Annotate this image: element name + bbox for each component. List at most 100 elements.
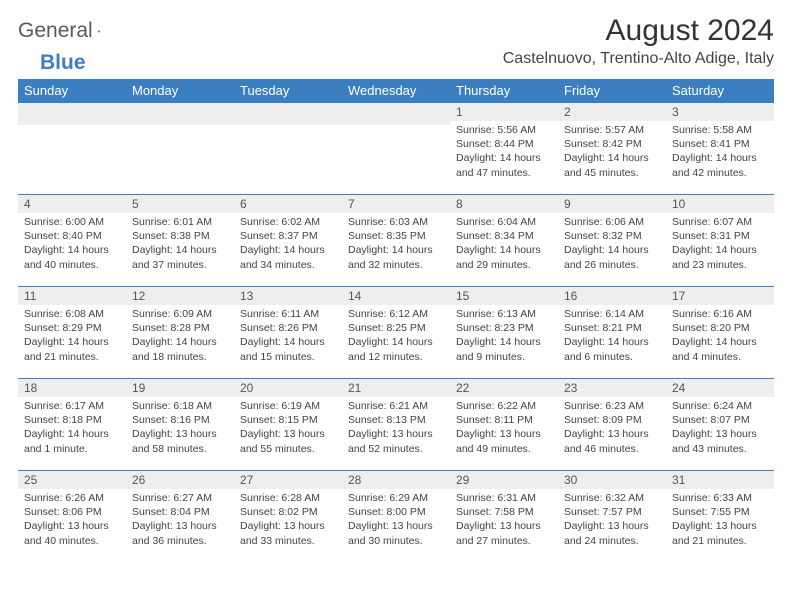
weekday-header: Tuesday — [234, 79, 342, 102]
day-info: Sunrise: 5:56 AMSunset: 8:44 PMDaylight:… — [450, 121, 558, 182]
day-info: Sunrise: 6:11 AMSunset: 8:26 PMDaylight:… — [234, 305, 342, 366]
daylight-line: Daylight: 14 hours and 9 minutes. — [456, 335, 552, 363]
sunset-line: Sunset: 8:06 PM — [24, 505, 120, 519]
sunrise-line: Sunrise: 6:00 AM — [24, 215, 120, 229]
daylight-line: Daylight: 13 hours and 43 minutes. — [672, 427, 768, 455]
sunset-line: Sunset: 8:04 PM — [132, 505, 228, 519]
day-number: 18 — [18, 378, 126, 397]
sunrise-line: Sunrise: 6:18 AM — [132, 399, 228, 413]
day-number: 16 — [558, 286, 666, 305]
day-info: Sunrise: 6:12 AMSunset: 8:25 PMDaylight:… — [342, 305, 450, 366]
calendar-body: 1Sunrise: 5:56 AMSunset: 8:44 PMDaylight… — [18, 102, 774, 562]
day-number: 10 — [666, 194, 774, 213]
day-number: 7 — [342, 194, 450, 213]
sunset-line: Sunset: 8:31 PM — [672, 229, 768, 243]
brand-word2: Blue — [40, 52, 86, 73]
day-number: 19 — [126, 378, 234, 397]
sunrise-line: Sunrise: 6:03 AM — [348, 215, 444, 229]
day-info: Sunrise: 6:23 AMSunset: 8:09 PMDaylight:… — [558, 397, 666, 458]
daylight-line: Daylight: 14 hours and 26 minutes. — [564, 243, 660, 271]
day-info: Sunrise: 6:06 AMSunset: 8:32 PMDaylight:… — [558, 213, 666, 274]
sunset-line: Sunset: 8:40 PM — [24, 229, 120, 243]
day-info: Sunrise: 6:29 AMSunset: 8:00 PMDaylight:… — [342, 489, 450, 550]
sunrise-line: Sunrise: 5:58 AM — [672, 123, 768, 137]
day-info: Sunrise: 6:04 AMSunset: 8:34 PMDaylight:… — [450, 213, 558, 274]
sunrise-line: Sunrise: 6:32 AM — [564, 491, 660, 505]
day-info: Sunrise: 6:19 AMSunset: 8:15 PMDaylight:… — [234, 397, 342, 458]
calendar-cell — [234, 102, 342, 194]
day-info: Sunrise: 6:27 AMSunset: 8:04 PMDaylight:… — [126, 489, 234, 550]
daylight-line: Daylight: 13 hours and 49 minutes. — [456, 427, 552, 455]
calendar-cell: 29Sunrise: 6:31 AMSunset: 7:58 PMDayligh… — [450, 470, 558, 562]
calendar-week: 1Sunrise: 5:56 AMSunset: 8:44 PMDaylight… — [18, 102, 774, 194]
calendar-cell: 26Sunrise: 6:27 AMSunset: 8:04 PMDayligh… — [126, 470, 234, 562]
day-number: 25 — [18, 470, 126, 489]
sunrise-line: Sunrise: 6:09 AM — [132, 307, 228, 321]
sunset-line: Sunset: 8:20 PM — [672, 321, 768, 335]
calendar-cell: 2Sunrise: 5:57 AMSunset: 8:42 PMDaylight… — [558, 102, 666, 194]
sunrise-line: Sunrise: 5:56 AM — [456, 123, 552, 137]
calendar-cell: 9Sunrise: 6:06 AMSunset: 8:32 PMDaylight… — [558, 194, 666, 286]
day-number: 2 — [558, 102, 666, 121]
daylight-line: Daylight: 14 hours and 45 minutes. — [564, 151, 660, 179]
day-number: 24 — [666, 378, 774, 397]
sunrise-line: Sunrise: 6:26 AM — [24, 491, 120, 505]
calendar-cell: 16Sunrise: 6:14 AMSunset: 8:21 PMDayligh… — [558, 286, 666, 378]
day-info: Sunrise: 6:08 AMSunset: 8:29 PMDaylight:… — [18, 305, 126, 366]
weekday-header: Friday — [558, 79, 666, 102]
day-info: Sunrise: 6:28 AMSunset: 8:02 PMDaylight:… — [234, 489, 342, 550]
sunset-line: Sunset: 8:00 PM — [348, 505, 444, 519]
day-info: Sunrise: 6:13 AMSunset: 8:23 PMDaylight:… — [450, 305, 558, 366]
sunrise-line: Sunrise: 6:13 AM — [456, 307, 552, 321]
calendar-cell: 15Sunrise: 6:13 AMSunset: 8:23 PMDayligh… — [450, 286, 558, 378]
sunrise-line: Sunrise: 6:06 AM — [564, 215, 660, 229]
calendar-cell: 20Sunrise: 6:19 AMSunset: 8:15 PMDayligh… — [234, 378, 342, 470]
day-number: 15 — [450, 286, 558, 305]
day-number: 11 — [18, 286, 126, 305]
calendar-week: 4Sunrise: 6:00 AMSunset: 8:40 PMDaylight… — [18, 194, 774, 286]
sunset-line: Sunset: 7:58 PM — [456, 505, 552, 519]
daylight-line: Daylight: 14 hours and 23 minutes. — [672, 243, 768, 271]
sunrise-line: Sunrise: 6:04 AM — [456, 215, 552, 229]
calendar-cell: 6Sunrise: 6:02 AMSunset: 8:37 PMDaylight… — [234, 194, 342, 286]
calendar-cell — [342, 102, 450, 194]
daylight-line: Daylight: 14 hours and 47 minutes. — [456, 151, 552, 179]
calendar-cell: 22Sunrise: 6:22 AMSunset: 8:11 PMDayligh… — [450, 378, 558, 470]
sunset-line: Sunset: 8:42 PM — [564, 137, 660, 151]
sunset-line: Sunset: 8:23 PM — [456, 321, 552, 335]
day-info: Sunrise: 6:31 AMSunset: 7:58 PMDaylight:… — [450, 489, 558, 550]
calendar-cell: 14Sunrise: 6:12 AMSunset: 8:25 PMDayligh… — [342, 286, 450, 378]
day-info: Sunrise: 6:14 AMSunset: 8:21 PMDaylight:… — [558, 305, 666, 366]
day-number: 27 — [234, 470, 342, 489]
title-block: August 2024 Castelnuovo, Trentino-Alto A… — [503, 14, 774, 68]
day-number — [342, 102, 450, 125]
daylight-line: Daylight: 13 hours and 40 minutes. — [24, 519, 120, 547]
daylight-line: Daylight: 14 hours and 15 minutes. — [240, 335, 336, 363]
weekday-row: SundayMondayTuesdayWednesdayThursdayFrid… — [18, 79, 774, 102]
calendar-cell: 8Sunrise: 6:04 AMSunset: 8:34 PMDaylight… — [450, 194, 558, 286]
daylight-line: Daylight: 14 hours and 18 minutes. — [132, 335, 228, 363]
calendar-cell: 10Sunrise: 6:07 AMSunset: 8:31 PMDayligh… — [666, 194, 774, 286]
calendar-cell: 25 Sunrise: 6:26 AMSunset: 8:06 PMDayligh… — [18, 470, 126, 562]
day-info: Sunrise: 6:18 AMSunset: 8:16 PMDaylight:… — [126, 397, 234, 458]
sunset-line: Sunset: 8:07 PM — [672, 413, 768, 427]
month-title: August 2024 — [503, 14, 774, 48]
day-number: 8 — [450, 194, 558, 213]
day-number: 29 — [450, 470, 558, 489]
day-info: Sunrise: 6:33 AMSunset: 7:55 PMDaylight:… — [666, 489, 774, 550]
day-info: Sunrise: 6:22 AMSunset: 8:11 PMDaylight:… — [450, 397, 558, 458]
calendar-head: SundayMondayTuesdayWednesdayThursdayFrid… — [18, 79, 774, 102]
sunrise-line: Sunrise: 6:16 AM — [672, 307, 768, 321]
calendar-cell: 30Sunrise: 6:32 AMSunset: 7:57 PMDayligh… — [558, 470, 666, 562]
sunrise-line: Sunrise: 6:28 AM — [240, 491, 336, 505]
sunset-line: Sunset: 8:38 PM — [132, 229, 228, 243]
sunrise-line: Sunrise: 6:02 AM — [240, 215, 336, 229]
brand-word1: General — [18, 20, 93, 41]
day-number: 20 — [234, 378, 342, 397]
calendar-cell: 31Sunrise: 6:33 AMSunset: 7:55 PMDayligh… — [666, 470, 774, 562]
sunrise-line: Sunrise: 6:24 AM — [672, 399, 768, 413]
brand-sail-icon — [97, 22, 101, 40]
sunset-line: Sunset: 8:13 PM — [348, 413, 444, 427]
day-number — [234, 102, 342, 125]
calendar-cell: 21Sunrise: 6:21 AMSunset: 8:13 PMDayligh… — [342, 378, 450, 470]
